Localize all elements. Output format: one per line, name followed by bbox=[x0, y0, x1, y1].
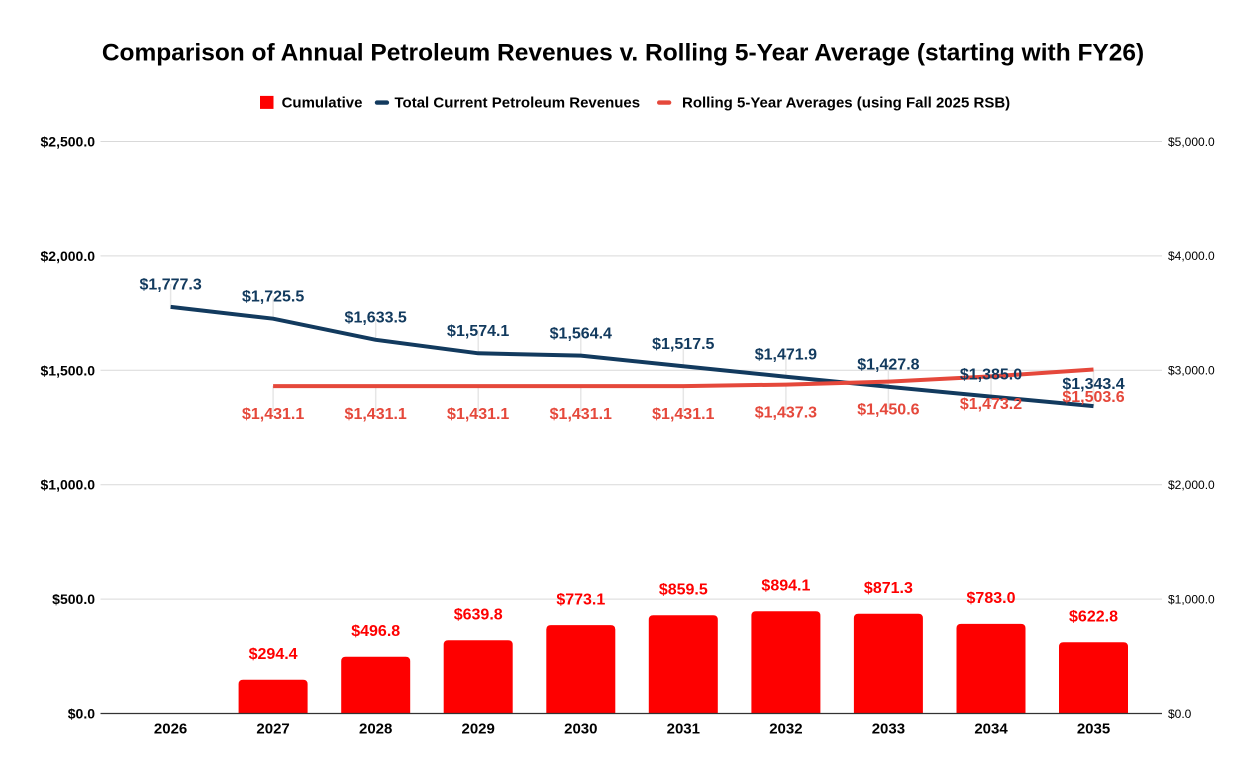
svg-text:$1,574.1: $1,574.1 bbox=[447, 323, 509, 340]
svg-text:2031: 2031 bbox=[667, 721, 700, 738]
svg-text:$1,471.9: $1,471.9 bbox=[755, 346, 817, 363]
svg-text:$783.0: $783.0 bbox=[967, 590, 1016, 607]
svg-text:$1,503.6: $1,503.6 bbox=[1062, 389, 1124, 406]
svg-text:$0.0: $0.0 bbox=[68, 706, 95, 722]
svg-text:$1,517.5: $1,517.5 bbox=[652, 336, 714, 353]
svg-text:$5,000.0: $5,000.0 bbox=[1168, 135, 1215, 149]
svg-text:2026: 2026 bbox=[154, 721, 187, 738]
svg-text:$1,500.0: $1,500.0 bbox=[41, 362, 96, 378]
svg-text:$871.3: $871.3 bbox=[864, 580, 913, 597]
svg-text:2029: 2029 bbox=[462, 721, 495, 738]
svg-text:$2,500.0: $2,500.0 bbox=[41, 134, 96, 150]
svg-text:$1,385.0: $1,385.0 bbox=[960, 366, 1022, 383]
svg-text:$1,564.4: $1,564.4 bbox=[550, 325, 612, 342]
svg-text:$1,000.0: $1,000.0 bbox=[1168, 592, 1215, 606]
svg-text:$1,427.8: $1,427.8 bbox=[857, 357, 919, 374]
svg-text:Rolling 5-Year Averages (using: Rolling 5-Year Averages (using Fall 2025… bbox=[682, 95, 1010, 112]
svg-text:$1,437.3: $1,437.3 bbox=[755, 404, 817, 421]
svg-text:$294.4: $294.4 bbox=[249, 646, 298, 663]
svg-text:$1,450.6: $1,450.6 bbox=[857, 401, 919, 418]
svg-text:Comparison of Annual Petroleum: Comparison of Annual Petroleum Revenues … bbox=[102, 40, 1144, 67]
svg-text:$622.8: $622.8 bbox=[1069, 609, 1118, 626]
svg-text:$1,343.4: $1,343.4 bbox=[1062, 376, 1124, 393]
svg-text:2027: 2027 bbox=[256, 721, 289, 738]
svg-text:$2,000.0: $2,000.0 bbox=[1168, 478, 1215, 492]
svg-text:2034: 2034 bbox=[974, 721, 1008, 738]
svg-text:$1,431.1: $1,431.1 bbox=[652, 406, 714, 423]
svg-text:$2,000.0: $2,000.0 bbox=[41, 248, 96, 264]
svg-text:$1,431.1: $1,431.1 bbox=[447, 406, 509, 423]
svg-text:2033: 2033 bbox=[872, 721, 905, 738]
svg-text:$639.8: $639.8 bbox=[454, 607, 503, 624]
svg-text:Cumulative: Cumulative bbox=[282, 95, 363, 112]
svg-text:$1,725.5: $1,725.5 bbox=[242, 288, 304, 305]
svg-text:$1,431.1: $1,431.1 bbox=[550, 406, 612, 423]
svg-text:2028: 2028 bbox=[359, 721, 392, 738]
svg-text:$1,473.2: $1,473.2 bbox=[960, 396, 1022, 413]
svg-text:Total Current Petroleum Revenu: Total Current Petroleum Revenues bbox=[395, 95, 641, 112]
svg-text:$500.0: $500.0 bbox=[52, 591, 95, 607]
svg-text:$496.8: $496.8 bbox=[351, 623, 400, 640]
svg-text:$1,777.3: $1,777.3 bbox=[139, 277, 201, 294]
svg-text:$1,431.1: $1,431.1 bbox=[242, 406, 304, 423]
svg-text:2032: 2032 bbox=[769, 721, 802, 738]
svg-text:$859.5: $859.5 bbox=[659, 581, 708, 598]
svg-text:$894.1: $894.1 bbox=[761, 577, 810, 594]
svg-text:$0.0: $0.0 bbox=[1168, 707, 1192, 721]
svg-text:$1,000.0: $1,000.0 bbox=[41, 477, 96, 493]
svg-text:$1,633.5: $1,633.5 bbox=[345, 310, 407, 327]
svg-text:$1,431.1: $1,431.1 bbox=[345, 406, 407, 423]
svg-text:2035: 2035 bbox=[1077, 721, 1110, 738]
svg-text:$3,000.0: $3,000.0 bbox=[1168, 364, 1215, 378]
svg-text:$4,000.0: $4,000.0 bbox=[1168, 249, 1215, 263]
svg-text:$773.1: $773.1 bbox=[556, 591, 605, 608]
svg-text:2030: 2030 bbox=[564, 721, 597, 738]
